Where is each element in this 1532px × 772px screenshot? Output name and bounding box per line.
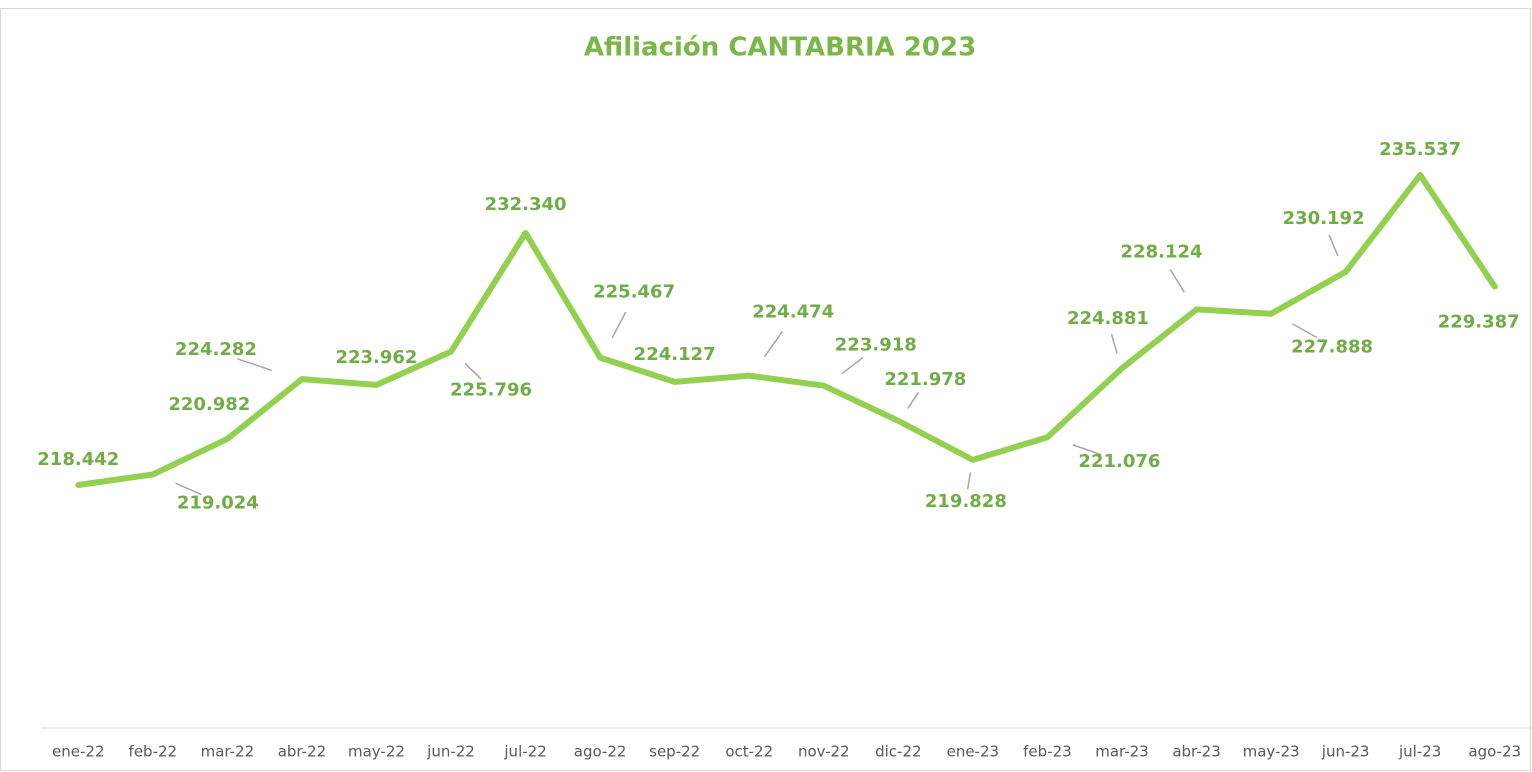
x-tick-label: jun-23	[1321, 743, 1370, 761]
x-tick-label: jul-23	[1398, 743, 1441, 761]
leader-line	[237, 358, 273, 372]
x-tick-label: may-22	[348, 743, 405, 761]
data-label: 227.888	[1291, 337, 1373, 358]
data-label: 224.881	[1067, 308, 1149, 329]
leader-line	[611, 311, 627, 339]
leader-line	[764, 331, 783, 358]
leader-line	[1072, 444, 1102, 456]
leader-line	[966, 472, 972, 490]
x-tick-label: feb-23	[1023, 743, 1072, 761]
data-label: 225.796	[450, 380, 532, 401]
data-label: 225.467	[593, 282, 675, 303]
x-tick-label: nov-22	[798, 743, 850, 761]
data-label: 224.127	[634, 344, 716, 365]
line	[75, 172, 1498, 488]
chart-title: Afiliación CANTABRIA 2023	[584, 33, 976, 63]
data-label: 221.076	[1078, 451, 1160, 472]
data-label: 224.474	[752, 302, 834, 323]
x-tick-label: sep-22	[649, 743, 700, 761]
x-tick-label: oct-22	[725, 743, 773, 761]
data-label: 223.962	[335, 347, 417, 368]
x-tick-label: ago-23	[1468, 743, 1521, 761]
data-label: 220.982	[168, 394, 250, 415]
data-label: 218.442	[37, 449, 119, 470]
x-tick-label: ene-23	[947, 743, 999, 761]
leader-line	[1292, 323, 1318, 339]
x-tick-label: ene-22	[52, 743, 104, 761]
leader-line	[907, 391, 920, 409]
x-tick-label: jun-22	[426, 743, 475, 761]
x-tick-label: mar-22	[201, 743, 255, 761]
x-tick-label: mar-23	[1095, 743, 1149, 761]
x-tick-label: ago-22	[574, 743, 627, 761]
leader-line	[841, 357, 864, 375]
leader-line	[1328, 234, 1339, 257]
data-label: 228.124	[1121, 241, 1203, 262]
leader-line	[1110, 333, 1118, 354]
x-tick-label: abr-22	[278, 743, 326, 761]
x-tick-label: abr-23	[1172, 743, 1220, 761]
data-label: 223.918	[835, 335, 917, 356]
data-label: 235.537	[1379, 139, 1461, 160]
leader-line	[464, 362, 482, 380]
chart-border	[0, 8, 1531, 771]
leader-line	[175, 482, 202, 496]
x-tick-label: may-23	[1243, 743, 1300, 761]
data-label: 232.340	[485, 194, 567, 215]
data-label: 229.387	[1438, 312, 1520, 333]
x-tick-label: dic-22	[875, 743, 921, 761]
x-tick-label: jul-22	[503, 743, 546, 761]
data-label: 219.828	[925, 491, 1007, 512]
x-tick-label: feb-22	[129, 743, 178, 761]
data-label: 219.024	[177, 492, 259, 513]
leader-line	[1169, 269, 1185, 293]
data-label: 230.192	[1283, 208, 1365, 229]
data-label: 221.978	[884, 369, 966, 390]
data-label: 224.282	[175, 339, 257, 360]
